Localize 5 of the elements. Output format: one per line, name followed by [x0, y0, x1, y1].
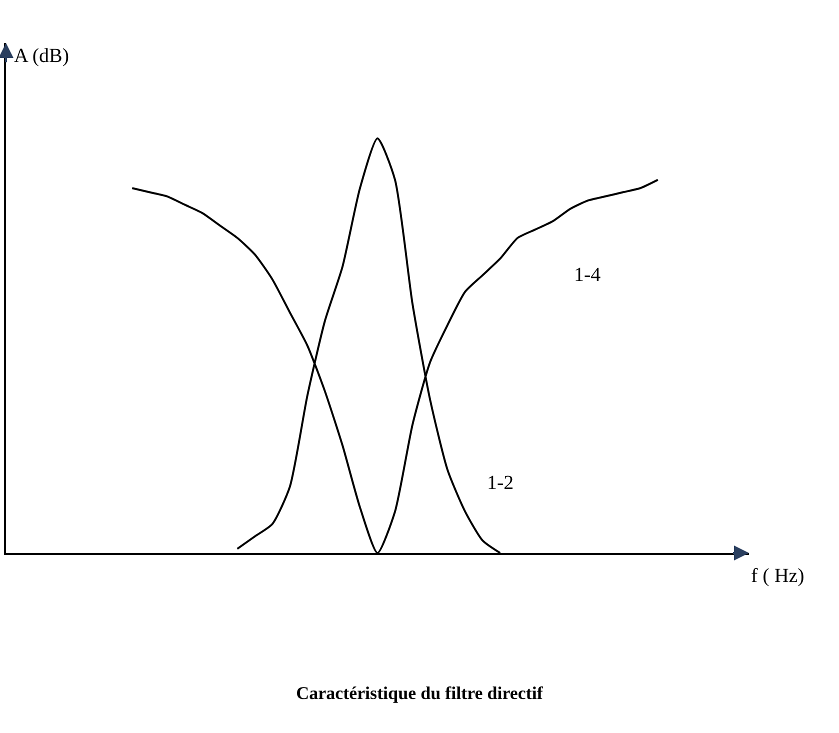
x-axis-title: f ( Hz) [751, 565, 804, 587]
text: 1-4 [574, 264, 601, 286]
series-label: 1-2 [487, 472, 514, 494]
text: Caractéristique du filtre directif [296, 682, 544, 703]
y-axis-title: A (dB) [14, 45, 69, 67]
